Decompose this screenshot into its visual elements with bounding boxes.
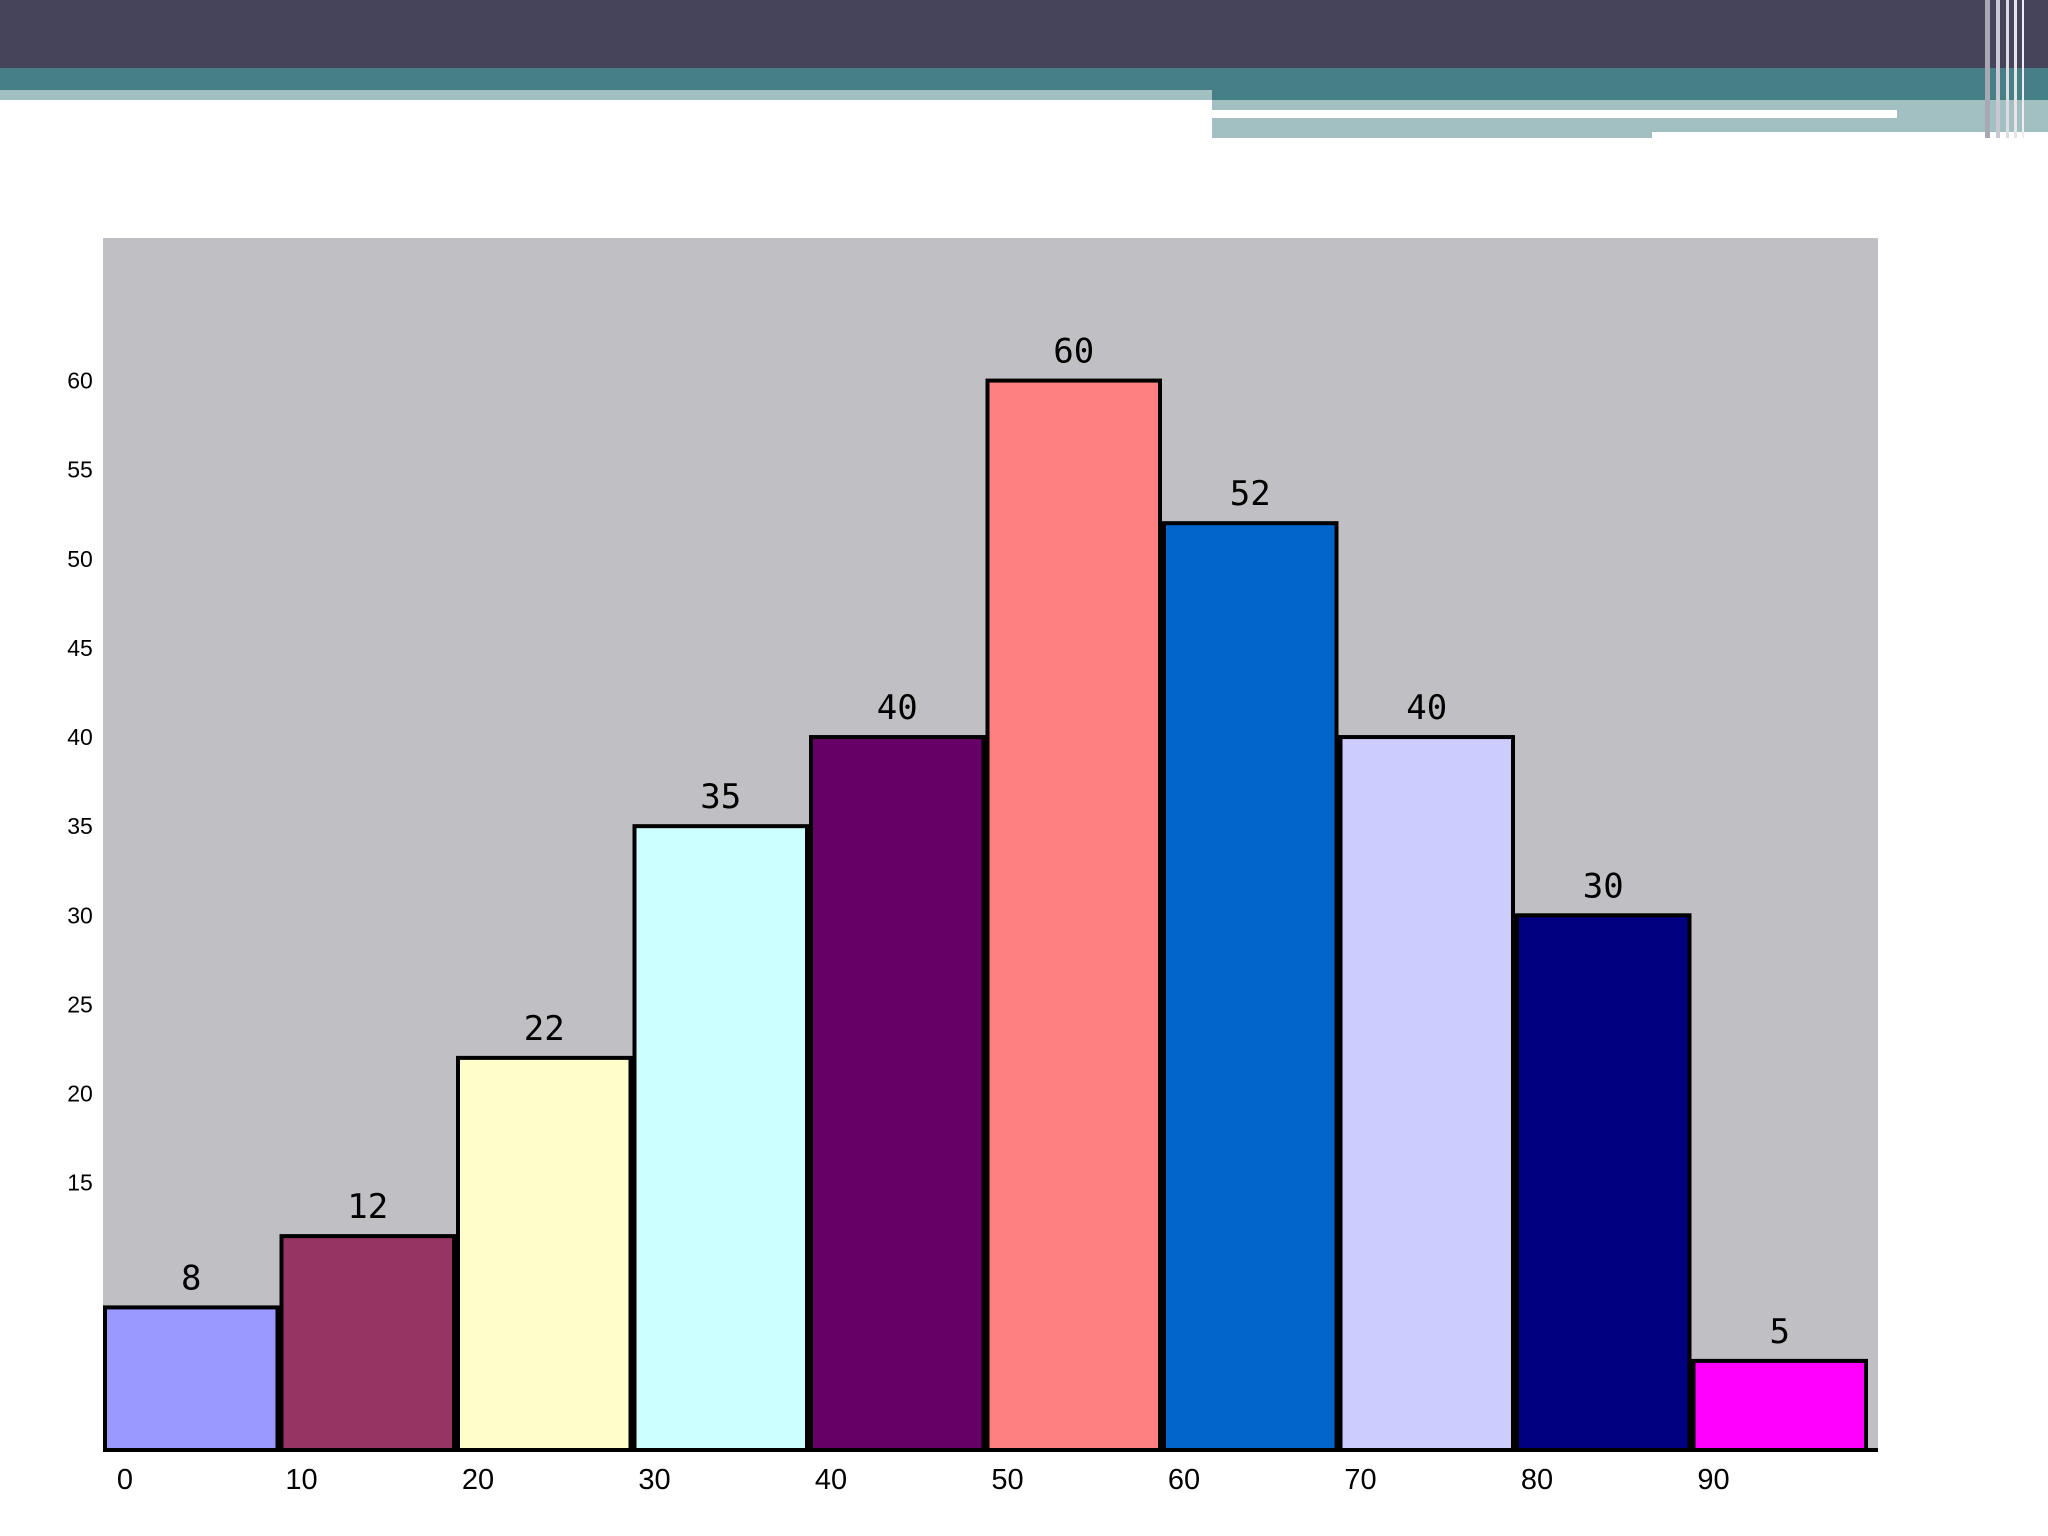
slide-header-banner [0, 0, 2048, 140]
x-tick-20: 20 [462, 1464, 494, 1496]
x-tick-30: 30 [638, 1464, 670, 1496]
y-tick-45: 45 [67, 635, 93, 661]
x-tick-90: 90 [1697, 1464, 1729, 1496]
header-edge-line [2014, 0, 2017, 138]
bar-40 [809, 735, 986, 1452]
x-tick-0: 0 [117, 1464, 133, 1496]
y-tick-25: 25 [67, 991, 93, 1017]
y-tick-20: 20 [67, 1081, 93, 1107]
bar-60 [1162, 521, 1339, 1452]
data-label-20: 22 [524, 1009, 565, 1049]
y-tick-60: 60 [67, 368, 93, 394]
data-label-10: 12 [347, 1187, 388, 1227]
data-label-0: 8 [181, 1258, 201, 1298]
bar-30 [632, 824, 809, 1452]
bar-90 [1691, 1358, 1868, 1452]
x-axis-tick-labels: 0 10 20 30 40 50 60 70 80 90 [117, 1464, 1730, 1496]
header-white-stripe [1212, 110, 1897, 118]
data-label-80: 30 [1583, 866, 1624, 906]
y-tick-35: 35 [67, 813, 93, 839]
y-tick-15: 15 [67, 1170, 93, 1196]
y-tick-30: 30 [67, 902, 93, 928]
data-label-40: 40 [877, 688, 918, 728]
header-white-stripe-lower [1652, 132, 2048, 140]
data-label-90: 5 [1770, 1312, 1790, 1352]
bar-80 [1515, 913, 1692, 1452]
x-tick-10: 10 [285, 1464, 317, 1496]
header-decoration [0, 0, 2048, 140]
header-teal-band [0, 68, 2048, 90]
header-edge-line [1996, 0, 2000, 138]
x-tick-60: 60 [1168, 1464, 1200, 1496]
header-edge-line [2022, 0, 2024, 138]
header-edge-line [1985, 0, 1990, 138]
data-label-50: 60 [1053, 332, 1094, 372]
x-tick-40: 40 [815, 1464, 847, 1496]
bar-20 [456, 1055, 633, 1452]
y-tick-50: 50 [67, 546, 93, 572]
header-teal-band-right [1212, 90, 2048, 100]
y-axis-tick-labels: 15 20 25 30 35 40 45 50 55 60 [67, 368, 93, 1196]
data-label-70: 40 [1406, 688, 1447, 728]
y-tick-40: 40 [67, 724, 93, 750]
x-tick-50: 50 [991, 1464, 1023, 1496]
bars-group [103, 378, 1868, 1453]
bar-0 [103, 1305, 280, 1452]
data-labels-group: 8 12 22 35 40 60 52 40 30 5 [181, 332, 1790, 1352]
header-light-band-right [1212, 100, 2048, 138]
data-label-30: 35 [700, 777, 741, 817]
data-label-60: 52 [1230, 474, 1271, 514]
x-tick-70: 70 [1344, 1464, 1376, 1496]
bar-50 [985, 378, 1162, 1452]
bar-10 [279, 1234, 456, 1453]
y-tick-55: 55 [67, 457, 93, 483]
bar-70 [1338, 735, 1515, 1452]
header-edge-line [2006, 0, 2009, 138]
header-light-band [0, 90, 1212, 100]
x-tick-80: 80 [1521, 1464, 1553, 1496]
header-dark-band [0, 0, 2048, 68]
